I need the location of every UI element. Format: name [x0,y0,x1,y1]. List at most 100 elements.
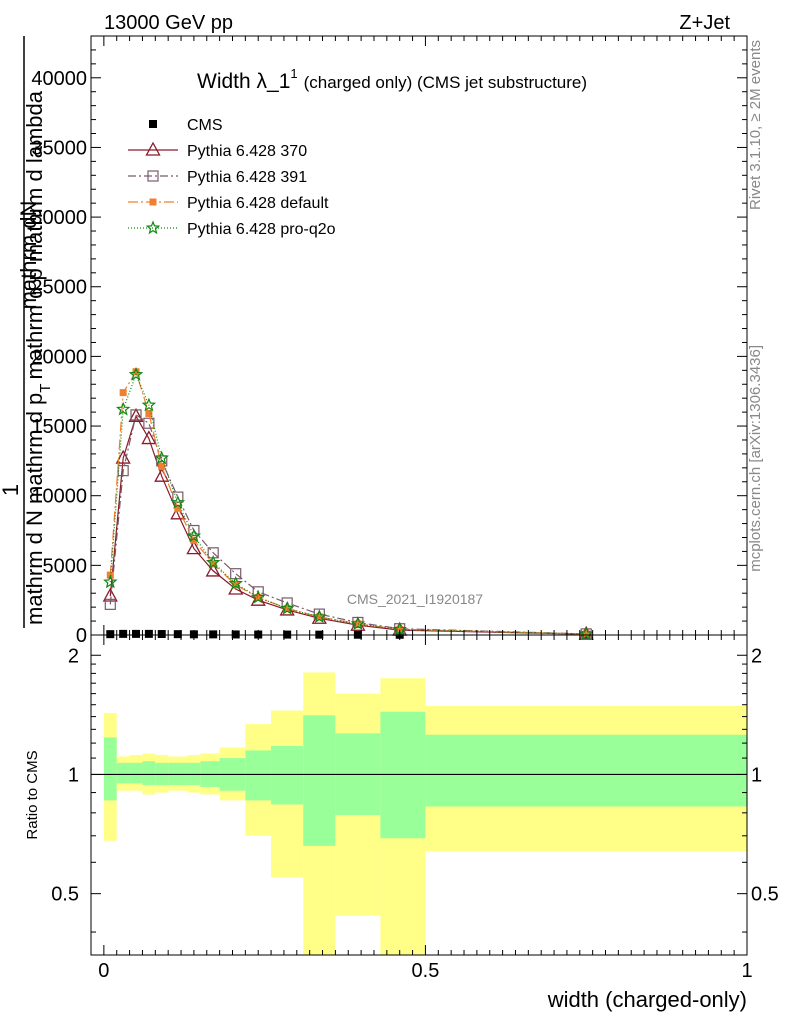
data-point-pythia-6-428-default [354,620,362,628]
data-point-pythia-6-428-default [119,389,127,397]
data-point-pythia-6-428-default [132,368,140,376]
ratio-stat-band-9 [245,750,272,801]
y-tick-label: 25000 [31,277,87,299]
data-point-pythia-6-428-pro-q2o [228,575,243,590]
y-tick-label: 40000 [31,68,87,90]
data-point-pythia-6-428-391 [143,417,155,429]
analysis-watermark: CMS_2021_I1920187 [347,591,483,607]
data-point-pythia-6-428-default [209,560,217,568]
ratio-stat-band-0 [103,737,117,801]
y-tick-label: 20000 [31,346,87,368]
legend-marker-pythia-6-428-default [149,198,157,206]
data-point-pythia-6-428-pro-q2o [205,554,221,569]
series-layer [102,366,594,641]
data-point-cms [157,630,166,639]
data-point-pythia-6-428-pro-q2o [186,528,202,543]
data-point-pythia-6-428-pro-q2o [141,397,157,412]
ratio-ylabel: Ratio to CMS [24,750,41,839]
ratio-y-tick-label-right: 2 [751,645,762,667]
mcplots-credit-label: mcplots.cern.ch [arXiv:1306.3436] [747,345,764,572]
ratio-stat-band-14 [425,734,747,807]
ylabel-numerator: mathrm dN [16,201,41,310]
data-point-pythia-6-428-pro-q2o [128,366,144,381]
ylabel-prefix: 1 [0,484,23,496]
data-point-pythia-6-428-default [190,536,198,544]
data-point-pythia-6-428-pro-q2o [578,626,594,641]
data-point-pythia-6-428-391 [104,598,116,610]
x-tick-label: 1 [741,960,752,982]
legend-label-cms: CMS [187,117,223,134]
legend-label-pythia-6-428-391: Pythia 6.428 391 [187,169,307,186]
data-point-pythia-6-428-default [158,462,166,470]
data-point-pythia-6-428-default [315,613,323,621]
y-tick-label: 0 [76,625,87,647]
header-beam-label: 13000 GeV pp [104,12,233,34]
ratio-stat-band-11 [303,715,336,846]
data-point-cms [106,630,115,639]
x-tick-label: 0 [98,960,109,982]
data-point-pythia-6-428-370 [186,540,202,555]
y-tick-label: 35000 [31,137,87,159]
data-point-pythia-6-428-370 [170,505,186,520]
legend-label-pythia-6-428-default: Pythia 6.428 default [187,195,329,212]
data-point-pythia-6-428-370 [128,407,144,422]
data-point-cms [231,630,240,639]
title-rest: (charged only) (CMS jet substructure) [304,73,587,92]
data-point-pythia-6-428-pro-q2o [250,589,266,604]
legend-marker-cms [149,120,157,128]
data-point-pythia-6-428-default [283,605,291,613]
ratio-panel-frame [90,634,748,956]
axis-ticks: 0 5000 10000 15000 20000 25000 30000 35000 40000… [31,36,779,982]
ylabel-subscript: T [37,384,54,393]
xlabel: width (charged-only) [547,987,747,1012]
ylabel-suffix: mathrm d p mathrm d lambda [22,90,47,379]
legend-marker-pythia-6-428-391 [147,170,159,182]
y-tick-label: 10000 [31,486,87,508]
ratio-stat-band-3 [142,761,156,786]
data-point-pythia-6-428-391 [130,409,142,421]
y-tick-label: 30000 [31,207,87,229]
data-point-cms [144,629,153,638]
data-point-cms [173,630,182,639]
data-point-pythia-6-428-370 [205,562,221,577]
data-point-pythia-6-428-pro-q2o [312,609,327,624]
ratio-stat-band-1 [116,762,130,784]
ratio-y-tick-label: 0.5 [51,884,79,906]
ratio-stat-band-2 [129,762,143,784]
data-point-pythia-6-428-default [145,410,153,418]
data-point-pythia-6-428-default [174,504,182,512]
y-tick-label: 15000 [31,416,87,438]
data-point-pythia-6-428-pro-q2o [154,450,170,465]
data-point-pythia-6-428-default [254,593,262,601]
data-point-pythia-6-428-370 [141,430,157,445]
ratio-y-tick-label-right: 0.5 [751,884,779,906]
x-tick-label: 0.5 [412,960,440,982]
ylabel-denominator: mathrm d N mathrm d pTmathrm d p mathrm … [22,90,54,625]
data-point-pythia-6-428-391 [188,524,200,537]
legend-label-pythia-6-428-370: Pythia 6.428 370 [187,143,307,160]
data-point-cms [209,630,218,639]
legend-marker-pythia-6-428-pro-q2o [145,220,161,235]
series-line-pythia-6-428-370 [109,414,587,635]
data-point-pythia-6-428-default [232,581,240,589]
data-point-pythia-6-428-391 [172,491,184,503]
legend: CMS Pythia 6.428 370 Pythia 6.428 391 Pythi… [128,117,336,238]
ratio-stat-band-10 [271,745,304,805]
title-superscript: 1 [290,66,297,81]
data-point-pythia-6-428-pro-q2o [279,600,295,615]
ratio-y-tick-label: 1 [68,764,79,786]
ratio-bands [91,672,747,955]
data-point-cms [132,629,141,638]
data-point-pythia-6-428-default [582,630,590,638]
header-process-label: Z+Jet [679,12,730,34]
ratio-y-tick-label: 2 [68,645,79,667]
legend-label-pythia-6-428-pro-q2o: Pythia 6.428 pro-q2o [187,221,336,238]
data-point-cms [119,629,128,638]
ratio-y-tick-label-right: 1 [751,764,762,786]
axes-frames [90,35,748,956]
rivet-version-label: Rivet 3.1.10, ≥ 2M events [747,40,764,210]
plot-title: Width λ_11 (charged only) (CMS jet substr… [197,66,587,93]
data-point-pythia-6-428-pro-q2o [103,574,118,589]
title-main: Width λ_1 [197,70,290,93]
